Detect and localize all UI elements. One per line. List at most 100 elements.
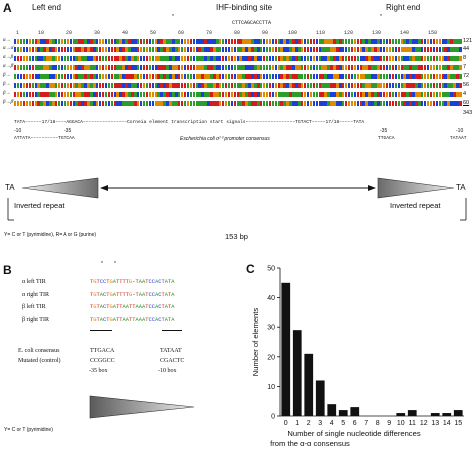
right-end-label: Right end — [386, 3, 421, 12]
box-10-label: -10 box — [158, 368, 177, 374]
ruler-110: 110 — [316, 30, 326, 36]
x-tick-label: 14 — [443, 420, 451, 427]
ruler-10: 10 — [38, 30, 45, 36]
x-tick-label: 10 — [397, 420, 405, 427]
arrowhead-right — [368, 185, 376, 191]
inverted-repeat-left-label: Inverted repeat — [14, 201, 65, 210]
bar — [281, 282, 291, 416]
panel-b-letter: B — [3, 263, 12, 277]
bar — [304, 353, 314, 416]
minus10-right: -10 — [456, 128, 464, 134]
promoter-line-2-right-a: TTGACA — [378, 136, 395, 141]
left-inverted-repeat-triangle — [21, 177, 99, 199]
promoter-line-2-right-b: TATAAT — [450, 136, 467, 141]
total-count: 343 — [463, 110, 473, 116]
row-label: α→α' — [3, 46, 15, 51]
nucleotide-code-legend-b: Y= C or T (pyrimidine) — [4, 427, 53, 433]
mut-10-seq: CGACTC — [160, 358, 185, 364]
row-label: α→β' — [3, 64, 15, 69]
tir-sequence: TGTACTGATTAATTAAATCCACTATA — [90, 317, 175, 323]
bar — [292, 330, 302, 416]
ruler-90: 90 — [262, 30, 269, 36]
sequence-strip — [14, 47, 462, 52]
row-label: β→β' — [3, 100, 15, 105]
tir-sequence: TGTACTGATTAATTAAATCCACTATA — [90, 304, 175, 310]
bar — [338, 410, 348, 416]
left-end-label: Left end — [32, 3, 61, 12]
ecoli-35-seq: TTGACA — [90, 348, 115, 354]
ta-right: TA — [456, 183, 466, 192]
row-count: 60 — [463, 100, 470, 106]
x-tick-label: 7 — [364, 420, 368, 427]
tir-label: α left TIR — [22, 279, 46, 285]
box-35-label: -35 box — [89, 368, 108, 374]
ruler-150: 150 — [428, 30, 438, 36]
nucleotide-code-legend-a: Y= C or T (pyrimidine), R= A or G (purin… — [4, 232, 97, 238]
sequence-strip — [14, 56, 462, 61]
inverted-repeat-right-label: Inverted repeat — [390, 201, 441, 210]
y-tick-label: 0 — [271, 414, 275, 421]
tir-label: β right TIR — [22, 317, 49, 323]
bar — [396, 413, 406, 416]
row-count: 4 — [463, 91, 467, 97]
promoter-line-2-left: ATTATA––––––––––TGTCAA — [14, 136, 75, 141]
tir-label: β left TIR — [22, 304, 46, 310]
ruler-100: 100 — [288, 30, 298, 36]
underline-35 — [90, 330, 112, 331]
ecoli-10-seq: TATAAT — [160, 348, 182, 354]
tir-label: α right TIR — [22, 292, 50, 298]
sequence-strip — [14, 65, 462, 70]
arrowhead-left — [100, 185, 108, 191]
y-tick-label: 40 — [267, 295, 275, 302]
row-count: 8 — [463, 55, 467, 61]
alignment-row: α→ 121 — [0, 38, 474, 45]
row-count: 121 — [463, 38, 473, 44]
underline-10 — [162, 330, 182, 331]
tir-sequence: TGTACTGATTTTG-TAATCCACTATA — [90, 292, 175, 298]
ruler-140: 140 — [400, 30, 410, 36]
panel-a-letter: A — [3, 1, 12, 15]
row-count: 44 — [463, 46, 470, 52]
x-tick-label: 6 — [353, 420, 357, 427]
bar — [327, 404, 337, 416]
alignment-row: α→β 8 — [0, 55, 474, 62]
ruler-30: 30 — [94, 30, 101, 36]
tir-sequence: TGTCCTGATTTTG-TAATCCACTATA — [90, 279, 175, 285]
row-label: β→ — [3, 82, 11, 87]
bar — [350, 407, 360, 416]
x-tick-label: 4 — [330, 420, 334, 427]
ruler-40: 40 — [122, 30, 129, 36]
row-count: 56 — [463, 82, 470, 88]
x-axis-label: Number of single nucleotide differences — [287, 429, 420, 438]
ruler-20: 20 — [66, 30, 73, 36]
y-axis-label: Number of elements — [251, 308, 260, 377]
promoter-line-2-mid: Escherichia coli σ⁷⁰ promoter consensus — [180, 136, 270, 142]
mutated-control-label: Mutated (control) — [18, 358, 61, 364]
ecoli-consensus-label: E. coli consensus — [18, 348, 60, 354]
row-count: 7 — [463, 64, 467, 70]
sequence-strip — [14, 74, 462, 79]
bar — [430, 413, 440, 416]
row-label: α→ — [3, 38, 11, 43]
sequence-strip — [14, 92, 462, 97]
alignment-row: β→ 4 — [0, 91, 474, 98]
bar — [453, 410, 463, 416]
ruler-80: 80 — [234, 30, 241, 36]
x-tick-label: 0 — [284, 420, 288, 427]
transposon-diagram — [7, 177, 467, 221]
right-inverted-repeat-triangle — [377, 177, 455, 199]
ruler-70: 70 — [206, 30, 213, 36]
row-label: β→ — [3, 73, 11, 78]
row-label: β→ — [3, 91, 11, 96]
ihf-site-label: IHF-binding site — [216, 3, 273, 12]
ruler-1: 1 — [16, 30, 20, 36]
row-count: 72 — [463, 73, 470, 79]
tir-star-1: * — [101, 261, 103, 267]
alignment-row: β→ 72 — [0, 73, 474, 80]
x-tick-label: 15 — [454, 420, 462, 427]
x-tick-label: 8 — [376, 420, 380, 427]
alignment-row: α→α' 44 — [0, 46, 474, 53]
alignment-row: β→ 56 — [0, 82, 474, 89]
star-left: * — [172, 14, 174, 20]
x-tick-label: 5 — [341, 420, 345, 427]
